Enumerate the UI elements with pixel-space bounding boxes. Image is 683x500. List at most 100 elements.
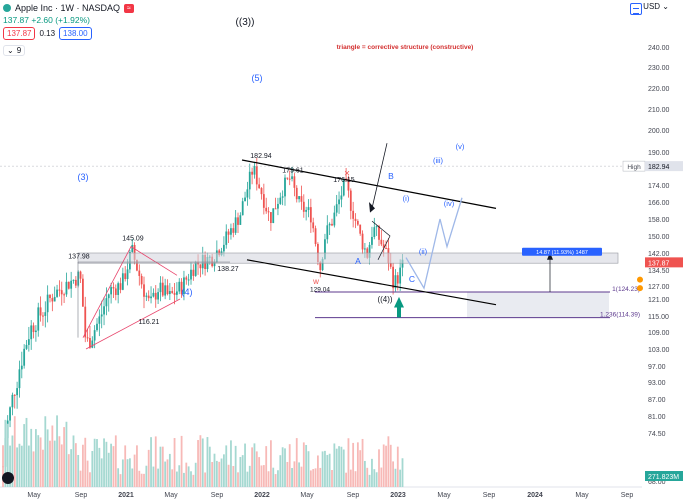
volume-bar [267, 471, 270, 487]
volume-bar [124, 445, 127, 487]
volume-bar [300, 466, 303, 487]
volume-bar [253, 443, 256, 487]
volume-bar [140, 473, 143, 487]
x-tick-label: May [437, 492, 451, 499]
volume-bar [234, 445, 237, 487]
annotation-arrow [371, 143, 388, 209]
y-tick-label: 74.50 [648, 431, 666, 438]
candle-body [194, 261, 197, 276]
target-zone [467, 292, 609, 318]
volume-bar [2, 445, 4, 487]
volume-bar [307, 451, 310, 487]
candle-body [60, 290, 63, 295]
current-price-label: 137.87 [648, 260, 670, 267]
candle-body [25, 344, 28, 349]
volume-bar [145, 465, 148, 487]
candle-body [267, 211, 270, 213]
volume-bar [86, 460, 89, 487]
candle-body [89, 338, 91, 348]
volume-bar [166, 459, 169, 487]
x-tick-label: Sep [347, 492, 360, 499]
volume-bar [225, 445, 228, 487]
volume-bar [215, 460, 218, 487]
volume-bar [16, 447, 18, 487]
currency-selector[interactable]: USD ⌄ [643, 2, 669, 11]
volume-bar [258, 457, 261, 487]
y-tick-label: 210.00 [648, 107, 670, 114]
candle-body [281, 196, 284, 198]
y-tick-label: 134.50 [648, 268, 670, 275]
high-price-box [645, 161, 683, 172]
candle-body [396, 275, 399, 284]
volume-bar [154, 436, 157, 487]
candle-body [399, 267, 402, 284]
candle-body [293, 176, 296, 188]
volume-bar [161, 446, 164, 487]
volume-bar [293, 461, 296, 487]
candle-body [246, 189, 249, 198]
candle-body [338, 199, 340, 205]
candle-body [307, 207, 310, 210]
volume-bar [93, 438, 96, 487]
upper-trendline [241, 159, 497, 209]
volume-bar [251, 447, 253, 487]
volume-bar [65, 421, 68, 487]
candle-body [392, 266, 394, 289]
candle-body [352, 210, 355, 219]
volume-bar [371, 458, 373, 487]
x-tick-label: May [27, 492, 41, 499]
volume-bar [335, 448, 338, 487]
volume-bar [147, 449, 150, 487]
candle-body [401, 259, 404, 268]
triangle-lower [85, 298, 181, 350]
candle-body [349, 190, 352, 211]
candle-body [67, 281, 70, 289]
volume-bar [138, 470, 141, 487]
candle-body [328, 223, 331, 226]
currency-label: USD [643, 2, 661, 11]
symbol-header[interactable]: Apple Inc · 1W · NASDAQ ≈ [3, 3, 134, 13]
candle-body [192, 269, 195, 276]
volume-bar [79, 470, 82, 487]
x-tick-label: May [300, 492, 314, 499]
candle-body [300, 196, 303, 202]
volume-bar [37, 435, 40, 487]
level-label: 116.21 [139, 319, 160, 326]
volume-bar [359, 450, 362, 487]
wave-label-i: (i) [403, 194, 410, 203]
wave-label-a: A [355, 256, 361, 266]
candle-body [368, 244, 371, 258]
buy-button[interactable]: 138.00 [59, 27, 92, 40]
volume-bar [331, 470, 333, 487]
volume-bar [18, 443, 21, 487]
symbol-title: Apple Inc · 1W · NASDAQ [15, 3, 121, 13]
volume-bar [4, 419, 7, 487]
candle-body [354, 218, 357, 221]
candle-body [232, 228, 235, 233]
volume-bar [354, 471, 357, 487]
volume-bar [199, 435, 202, 487]
candle-body [199, 264, 202, 269]
candle-body [255, 165, 258, 185]
candle-body [82, 278, 84, 307]
candle-body [335, 204, 338, 213]
volume-bar [286, 461, 289, 487]
volume-bar [11, 435, 14, 487]
candle-body [161, 282, 164, 296]
volume-bar [239, 456, 242, 487]
volume-bar [279, 455, 282, 487]
volume-bar [20, 445, 23, 487]
sell-button[interactable]: 137.87 [3, 27, 36, 40]
calendar-icon[interactable] [630, 3, 642, 15]
volume-bar [82, 444, 84, 487]
x-tick-label: Sep [211, 492, 224, 499]
wave-label-ii: (ii) [419, 247, 428, 256]
y-tick-label: 166.00 [648, 200, 670, 207]
volume-bar [197, 440, 199, 487]
indicators-toggle[interactable]: ⌄ 9 [3, 45, 26, 56]
candle-body [187, 279, 190, 281]
candle-body [136, 259, 138, 271]
candle-body [223, 244, 225, 252]
volume-bar [260, 465, 263, 487]
